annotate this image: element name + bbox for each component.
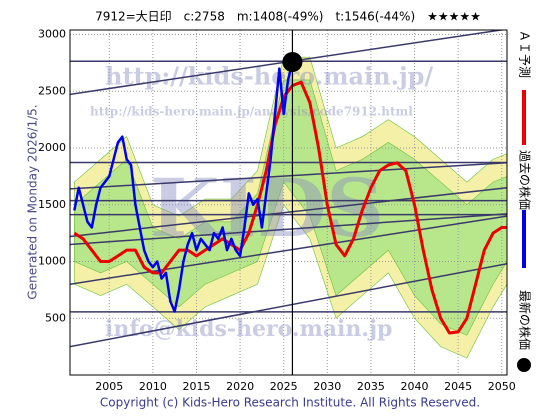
x-tick-label: 2005 <box>95 380 123 393</box>
legend-label: 最新の株価 <box>518 290 533 350</box>
y-tick-label: 2500 <box>38 84 66 97</box>
trend-line <box>70 162 507 190</box>
x-tick-label: 2015 <box>182 380 210 393</box>
trend-line <box>70 187 507 238</box>
chart-title: 7912=大日印 c:2758 m:1408(-49%) t:1546(-44%… <box>95 10 481 24</box>
x-tick-label: 2035 <box>357 380 385 393</box>
y-tick-label: 3000 <box>38 28 66 41</box>
legend-label: ＡＩ予測 <box>518 30 532 78</box>
watermark: http://kids-hero.main.jp/analysis/code79… <box>90 105 413 119</box>
watermark: http://kids-hero.main.jp/ <box>105 62 433 91</box>
legend-swatch <box>517 358 531 372</box>
latest-point <box>282 52 303 73</box>
y-tick-label: 2000 <box>38 141 66 154</box>
x-tick-label: 2010 <box>139 380 167 393</box>
trend-line <box>70 215 507 285</box>
x-tick-label: 2050 <box>488 380 516 393</box>
y-tick-label: 1500 <box>38 198 66 211</box>
x-tick-label: 2045 <box>444 380 472 393</box>
legend-label: 過去の株価 <box>518 150 533 210</box>
x-tick-label: 2025 <box>270 380 298 393</box>
y-tick-label: 500 <box>45 311 66 324</box>
y-tick-label: 1000 <box>38 255 66 268</box>
side-label: Generated on Monday 2026/1/5. <box>26 104 40 299</box>
footer: Copyright (c) Kids-Hero Research Institu… <box>100 396 480 410</box>
x-tick-label: 2040 <box>401 380 429 393</box>
series-line <box>73 61 294 313</box>
x-tick-label: 2030 <box>313 380 341 393</box>
plot-frame <box>69 29 508 376</box>
trend-line <box>70 263 507 348</box>
watermark: info@kids-hero.main.jp <box>105 316 392 342</box>
x-tick-label: 2020 <box>226 380 254 393</box>
